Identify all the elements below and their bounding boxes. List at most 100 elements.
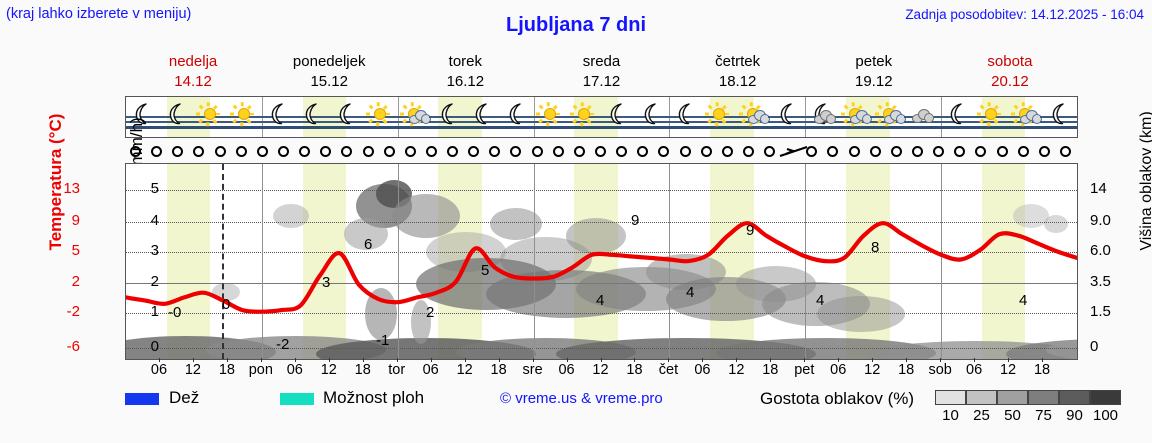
x-axis-tick xyxy=(430,358,432,362)
x-axis-tick-label: 18 xyxy=(354,362,371,378)
wind-direction-dot xyxy=(616,146,628,157)
cloud-height-tick: 3.5 xyxy=(1090,273,1111,290)
chart-legend: Dež Možnost ploh © vreme.us & vreme.pro … xyxy=(125,388,1145,428)
x-axis-tick xyxy=(260,358,262,362)
weather-icon-strip xyxy=(125,96,1078,138)
weather-icon-cell xyxy=(126,97,163,137)
day-separator xyxy=(941,164,943,359)
x-axis-tick xyxy=(294,358,296,362)
wind-line xyxy=(836,126,877,129)
x-axis-tick xyxy=(464,358,466,362)
weather-icon-cell xyxy=(156,97,197,137)
temperature-tick: 13 xyxy=(63,180,80,197)
moon-icon xyxy=(473,103,491,125)
x-axis-tick-label: 12 xyxy=(456,362,473,378)
day-separator xyxy=(805,164,807,359)
x-axis-tick xyxy=(600,358,602,362)
day-date: 16.12 xyxy=(446,73,485,90)
wind-direction-dot xyxy=(256,146,268,157)
page-title: Ljubljana 7 dni xyxy=(505,14,646,36)
temperature-tick: 2 xyxy=(71,273,80,290)
weather-icon-cell xyxy=(564,97,605,137)
wind-direction-dot xyxy=(1017,146,1029,157)
cloud-density-swatch xyxy=(1090,390,1121,405)
x-axis-tick-label: 06 xyxy=(422,362,439,378)
wind-line xyxy=(530,126,571,129)
wind-direction-dot xyxy=(468,146,480,157)
temperature-point-label: 9 xyxy=(746,222,755,239)
day-header-sreda: sreda 17.12 xyxy=(533,52,669,94)
wind-line xyxy=(292,116,333,118)
wind-line xyxy=(394,126,435,129)
wind-direction-dot xyxy=(1038,146,1050,157)
weather-icon-cell xyxy=(530,97,571,137)
cloud-height-tick: 0 xyxy=(1090,338,1099,355)
x-axis-tick xyxy=(362,358,364,362)
wind-line xyxy=(564,121,605,123)
wind-line xyxy=(156,116,197,118)
wind-direction-dot xyxy=(130,146,142,157)
x-axis-tick-label: 18 xyxy=(1033,362,1051,378)
temperature-point-label: 4 xyxy=(816,292,825,309)
wind-direction-dot xyxy=(933,146,945,157)
day-date: 19.12 xyxy=(855,73,893,90)
temperature-tick: -6 xyxy=(66,338,80,355)
weather-icon-cell xyxy=(666,97,707,137)
wind-line xyxy=(126,126,163,129)
wind-line xyxy=(496,126,537,129)
wind-direction-dot xyxy=(890,146,902,157)
day-separator xyxy=(533,164,535,359)
copyright-link[interactable]: © vreme.us & vreme.pro xyxy=(500,390,663,407)
wind-line xyxy=(768,126,809,129)
x-axis-tick xyxy=(226,358,228,362)
cloud-density-value: 25 xyxy=(973,407,990,424)
x-axis-tick-label: 18 xyxy=(898,362,915,378)
x-axis-tick xyxy=(872,358,874,362)
wind-direction-row xyxy=(125,143,1078,161)
wind-line xyxy=(292,126,333,129)
moon-icon xyxy=(133,103,151,125)
day-date: 20.12 xyxy=(991,73,1029,90)
wind-line xyxy=(530,121,571,123)
temperature-point-label: 0 xyxy=(222,296,231,313)
moon-icon xyxy=(439,103,457,125)
wind-line xyxy=(156,126,197,129)
weather-icon-cell xyxy=(972,97,1013,137)
cloud-density-overlay xyxy=(126,180,1077,359)
moon-icon xyxy=(167,103,185,125)
cloud-icon xyxy=(1020,110,1043,124)
x-axis-tick-label: 18 xyxy=(626,362,643,378)
x-axis-tick-label: čet xyxy=(658,362,679,378)
wind-line xyxy=(258,116,299,118)
weather-icon-cell xyxy=(496,97,537,137)
sun-icon xyxy=(705,101,730,126)
wind-line xyxy=(126,121,163,123)
day-name: četrtek xyxy=(715,53,761,70)
sun-icon xyxy=(535,101,560,126)
wind-line xyxy=(462,126,503,129)
wind-direction-dot xyxy=(806,146,818,157)
sun-icon xyxy=(569,101,594,126)
weather-icon-cell xyxy=(462,97,503,137)
wind-barb-icon xyxy=(777,145,811,159)
cloud-density-scale-title: Gostota oblakov (%) xyxy=(760,389,915,408)
day-header-strip: nedelja 14.12 ponedeljek 15.12 torek 16.12 sre… xyxy=(125,52,1078,94)
temperature-curve xyxy=(126,221,1077,314)
wind-line xyxy=(258,126,299,129)
forecast-plot: -0 0 -2 3 -1 6 2 5 4 9 4 9 4 8 4 xyxy=(125,163,1078,360)
day-date: 17.12 xyxy=(582,73,621,90)
moon-icon xyxy=(303,103,321,125)
weather-icon-cell xyxy=(394,97,435,137)
sun-icon xyxy=(365,101,390,126)
x-axis-tick-label: pet xyxy=(794,362,815,378)
weather-icon-cell xyxy=(224,97,265,137)
wind-direction-dot xyxy=(320,146,332,157)
weather-icon-cell xyxy=(836,97,877,137)
wind-line xyxy=(972,126,1013,129)
wind-line xyxy=(224,121,265,123)
day-name: ponedeljek xyxy=(292,53,366,70)
weather-icon-cell xyxy=(734,97,775,137)
wind-line xyxy=(938,126,979,129)
wind-line xyxy=(666,116,707,118)
wind-line xyxy=(224,126,265,129)
